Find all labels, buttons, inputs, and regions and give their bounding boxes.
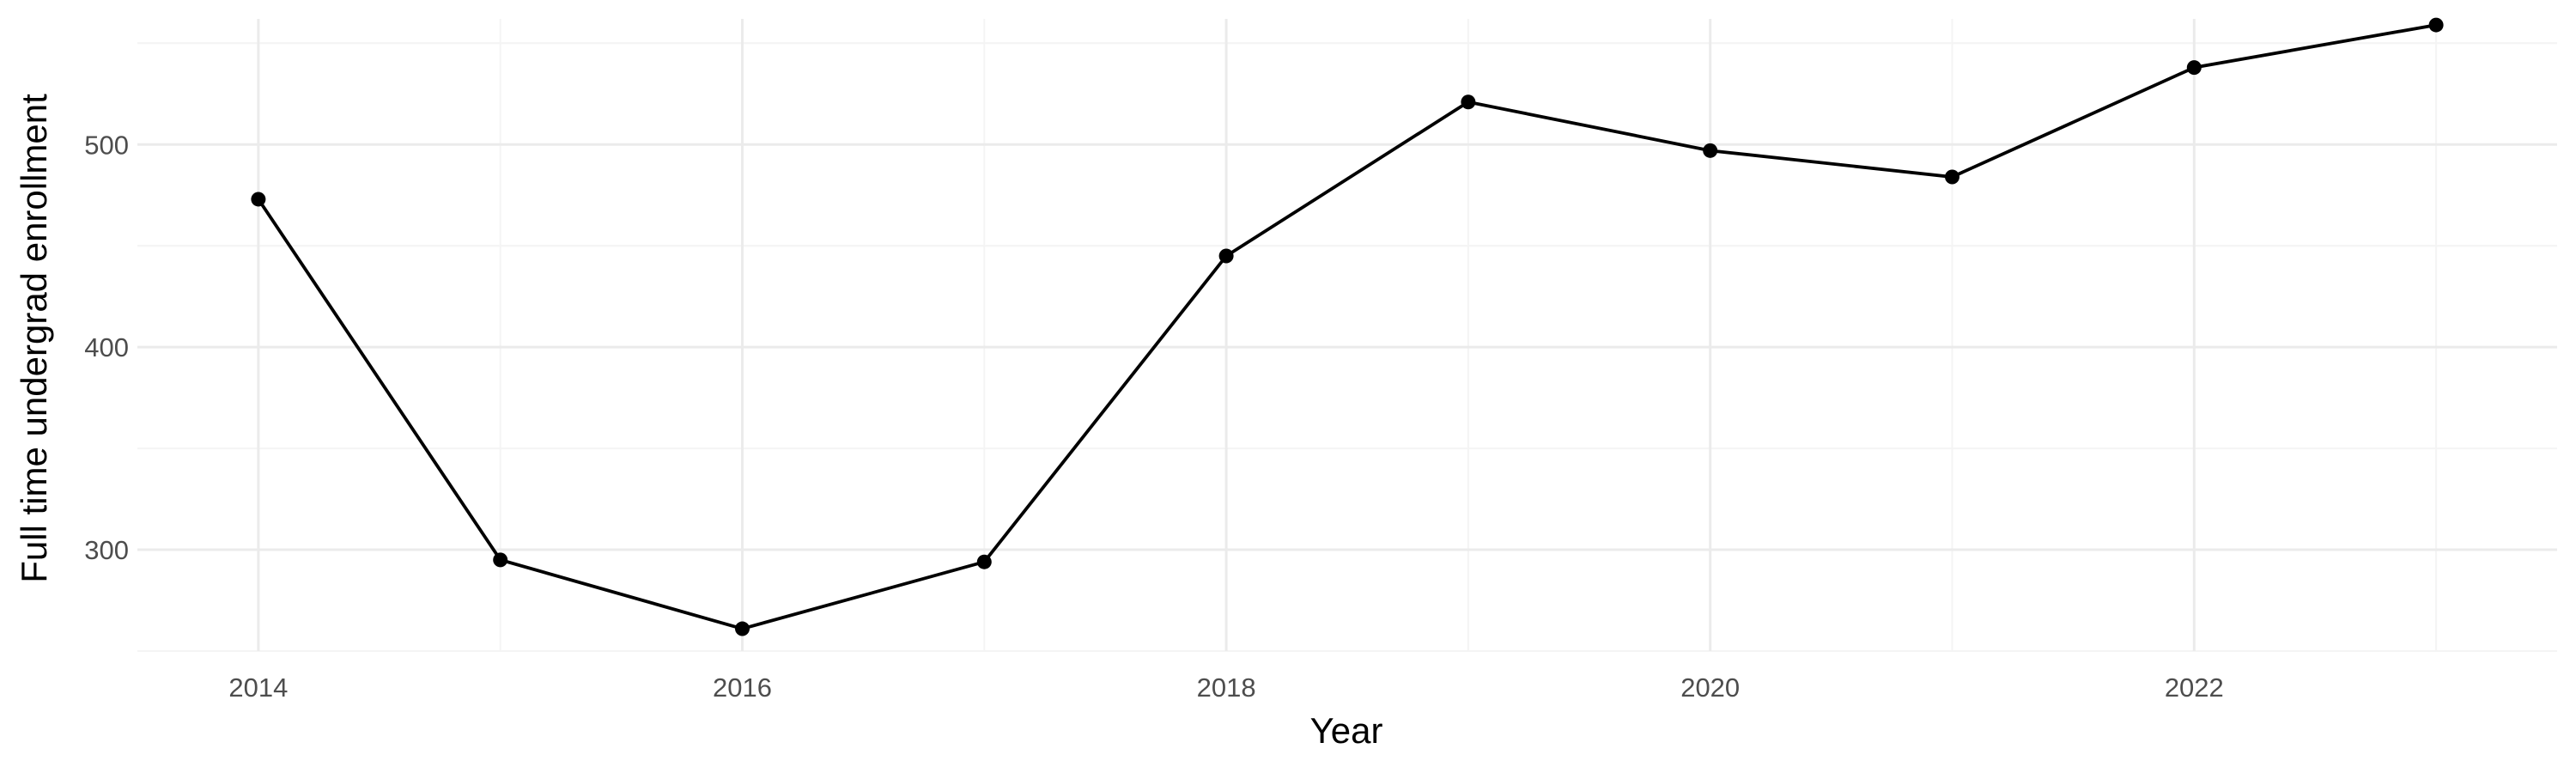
x-tick-label: 2018: [1197, 673, 1256, 703]
data-point: [1703, 143, 1718, 158]
data-point: [2186, 60, 2202, 76]
data-point: [976, 554, 992, 569]
y-tick-label: 500: [84, 130, 129, 160]
y-tick-label: 300: [84, 535, 129, 565]
series-line: [257, 23, 2437, 631]
data-point: [251, 192, 266, 207]
tick-labels: 2014 2016 2018 2020 2022 300 400 500: [84, 130, 2224, 703]
data-point: [2428, 17, 2444, 33]
y-axis-title: Full time undergrad enrollment: [14, 94, 54, 583]
data-point: [735, 621, 750, 636]
data-point: [1945, 169, 1959, 185]
grid: [137, 19, 2557, 652]
x-tick-label: 2022: [2165, 673, 2224, 703]
x-tick-label: 2014: [228, 673, 288, 703]
data-point: [493, 552, 508, 568]
x-tick-label: 2016: [713, 673, 772, 703]
data-point: [1218, 248, 1234, 264]
data-point: [1461, 94, 1476, 110]
x-tick-label: 2020: [1680, 673, 1740, 703]
series-layer: [251, 17, 2444, 636]
y-tick-label: 400: [84, 332, 129, 362]
x-axis-title: Year: [1310, 710, 1383, 751]
